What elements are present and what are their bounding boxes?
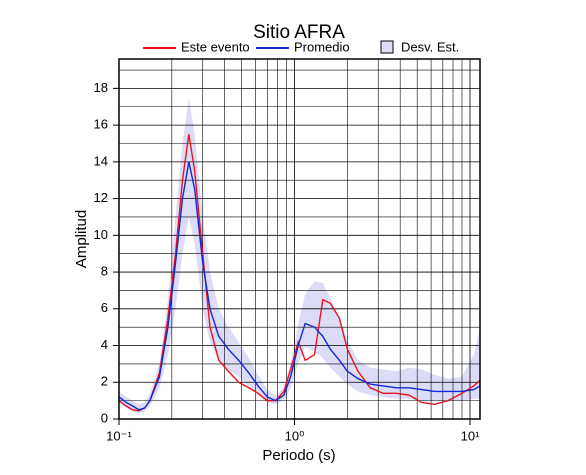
x-tick-label: 10⁰ — [285, 428, 305, 443]
y-tick-label: 16 — [94, 117, 108, 132]
y-tick-label: 0 — [101, 410, 108, 425]
y-axis-label: Amplitud — [73, 210, 90, 268]
x-tick-label: 10⁻¹ — [106, 428, 132, 443]
chart-title: Sitio AFRA — [253, 22, 345, 43]
y-tick-label: 12 — [94, 190, 108, 205]
series-line — [118, 161, 481, 411]
x-axis-label: Periodo (s) — [262, 447, 335, 464]
legend-label: Este evento — [181, 39, 250, 54]
y-tick-label: 4 — [101, 337, 108, 352]
x-tick-label: 10¹ — [461, 428, 480, 443]
y-tick-label: 2 — [101, 374, 108, 389]
y-tick-label: 6 — [101, 300, 108, 315]
y-tick-label: 14 — [94, 153, 108, 168]
legend-label: Promedio — [294, 39, 350, 54]
plot-frame — [118, 58, 481, 420]
legend-swatch — [380, 40, 394, 54]
y-tick-label: 8 — [101, 263, 108, 278]
std-band — [119, 97, 480, 414]
series-line — [118, 134, 481, 412]
y-tick-label: 18 — [94, 80, 108, 95]
legend-label: Desv. Est. — [401, 39, 459, 54]
y-tick-label: 10 — [94, 227, 108, 242]
